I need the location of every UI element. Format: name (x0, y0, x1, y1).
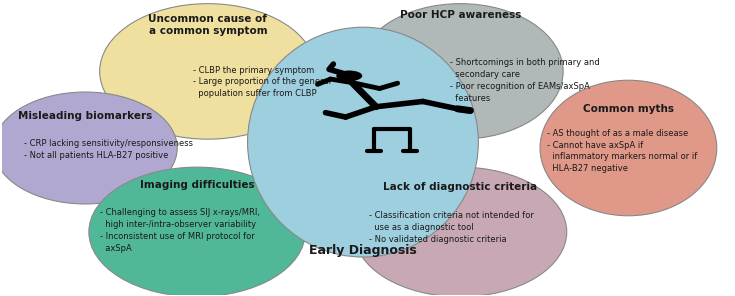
Ellipse shape (0, 92, 177, 204)
Text: Common myths: Common myths (583, 104, 674, 114)
Text: Imaging difficulties: Imaging difficulties (140, 180, 254, 190)
Text: Lack of diagnostic criteria: Lack of diagnostic criteria (383, 182, 537, 192)
Ellipse shape (89, 167, 305, 296)
Ellipse shape (354, 167, 567, 296)
Ellipse shape (540, 80, 717, 216)
Ellipse shape (248, 27, 478, 257)
Text: Misleading biomarkers: Misleading biomarkers (18, 111, 152, 121)
Text: - CLBP the primary symptom
- Large proportion of the general
  population suffer: - CLBP the primary symptom - Large propo… (193, 65, 331, 98)
Text: Uncommon cause of
a common symptom: Uncommon cause of a common symptom (148, 14, 268, 36)
Text: - Classification criteria not intended for
  use as a diagnostic tool
- No valid: - Classification criteria not intended f… (369, 211, 534, 244)
Ellipse shape (100, 4, 316, 139)
Text: - AS thought of as a male disease
- Cannot have axSpA if
  inflammatory markers : - AS thought of as a male disease - Cann… (547, 129, 697, 173)
Text: Poor HCP awareness: Poor HCP awareness (400, 9, 521, 20)
Text: - Shortcomings in both primary and
  secondary care
- Poor recognition of EAMs/a: - Shortcomings in both primary and secon… (450, 58, 599, 102)
Text: - Challenging to assess SIJ x-rays/MRI,
  high inter-/intra-observer variability: - Challenging to assess SIJ x-rays/MRI, … (100, 208, 259, 253)
Text: Early Diagnosis: Early Diagnosis (309, 244, 417, 257)
Circle shape (337, 70, 362, 81)
Ellipse shape (357, 4, 563, 139)
Text: - CRP lacking sensitivity/responsiveness
- Not all patients HLA-B27 positive: - CRP lacking sensitivity/responsiveness… (24, 139, 193, 160)
